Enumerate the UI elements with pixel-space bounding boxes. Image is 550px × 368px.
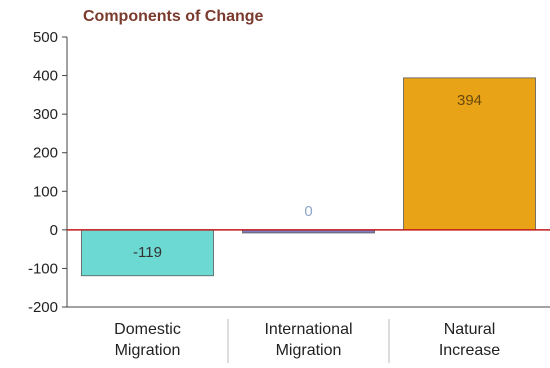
y-tick-label: 100	[33, 183, 58, 200]
x-axis: Domestic Migration International Migration N…	[67, 306, 550, 363]
category-label: International Migration	[264, 321, 352, 359]
chart-title: Components of Change	[83, 8, 264, 25]
y-tick-label: 500	[33, 29, 58, 46]
y-tick-label: 400	[33, 68, 58, 85]
y-axis: 500 400 300 200 100 0 -100 -200	[28, 29, 68, 316]
data-label: 394	[457, 92, 482, 109]
y-tick-label: 0	[50, 222, 58, 239]
bar	[403, 77, 536, 231]
bars	[81, 77, 536, 277]
data-label: -119	[133, 244, 162, 261]
data-label: 0	[304, 203, 312, 220]
y-tick-label: 200	[33, 145, 58, 162]
y-tick-label: -200	[28, 299, 58, 316]
category-label: Domestic Migration	[114, 321, 181, 359]
y-tick-label: -100	[28, 260, 58, 277]
bar	[81, 229, 214, 277]
data-labels: -119 0 394	[133, 92, 482, 261]
category-label: Natural Increase	[439, 321, 500, 359]
y-tick-label: 300	[33, 106, 58, 123]
